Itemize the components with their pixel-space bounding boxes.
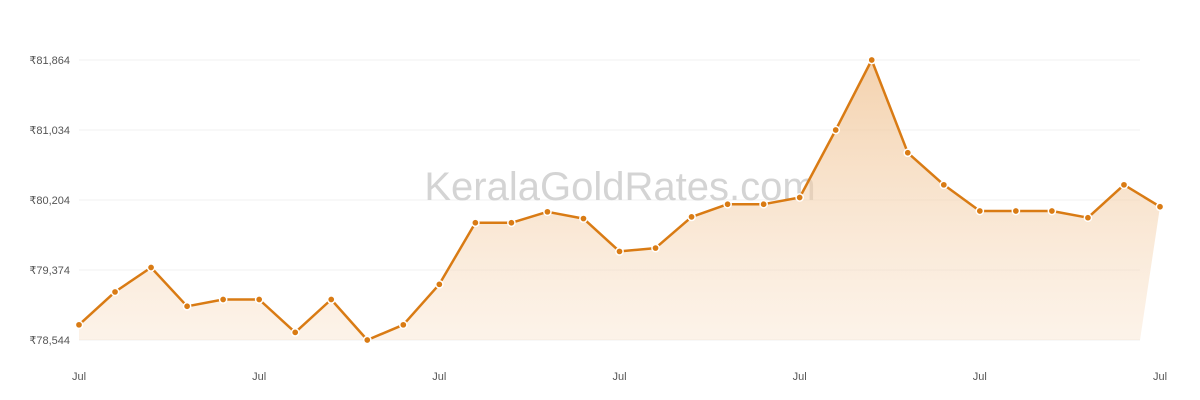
data-point[interactable] [182,301,192,311]
data-point[interactable] [759,199,768,209]
y-tick-label: ₹80,204 [29,195,70,207]
data-point[interactable] [939,180,949,190]
data-point[interactable] [362,335,372,345]
data-point[interactable] [434,279,444,289]
x-tick-label: Jul [72,371,86,383]
data-point[interactable] [975,206,985,216]
x-axis-labels: Jul Jul Jul Jul Jul Jul Jul [72,371,1167,383]
data-points [74,55,1165,345]
data-point[interactable] [1011,206,1021,216]
x-tick-label: Jul [252,371,266,383]
data-point[interactable] [110,287,120,297]
data-point[interactable] [1155,202,1165,212]
y-tick-label: ₹81,864 [29,55,70,67]
data-point[interactable] [831,125,841,135]
data-point[interactable] [1083,213,1093,223]
data-point[interactable] [1119,180,1129,190]
data-point[interactable] [146,263,156,272]
data-point[interactable] [1047,206,1057,216]
data-point[interactable] [903,148,913,158]
data-point[interactable] [795,193,805,202]
x-tick-label: Jul [973,371,987,383]
series-area [79,60,1160,340]
data-point[interactable] [507,218,516,228]
y-tick-label: ₹79,374 [29,265,70,277]
data-point[interactable] [543,207,552,217]
data-point[interactable] [398,320,408,330]
data-point[interactable] [74,320,84,330]
data-point[interactable] [254,295,264,304]
data-point[interactable] [326,295,336,304]
data-point[interactable] [290,328,300,337]
y-axis-labels: ₹78,544 ₹79,374 ₹80,204 ₹81,034 ₹81,864 [29,55,70,347]
data-point[interactable] [651,243,660,253]
x-tick-label: Jul [432,371,446,383]
watermark: KeralaGoldRates.com [424,165,815,209]
y-tick-label: ₹81,034 [29,125,70,137]
data-point[interactable] [471,218,480,228]
data-point[interactable] [687,212,696,222]
data-point[interactable] [723,199,732,209]
data-point[interactable] [218,295,228,304]
y-tick-label: ₹78,544 [29,335,70,347]
data-point[interactable] [615,247,624,256]
x-tick-label: Jul [1153,371,1167,383]
x-tick-label: Jul [793,371,807,383]
x-tick-label: Jul [612,371,626,383]
data-point[interactable] [579,214,588,223]
data-point[interactable] [867,55,877,65]
